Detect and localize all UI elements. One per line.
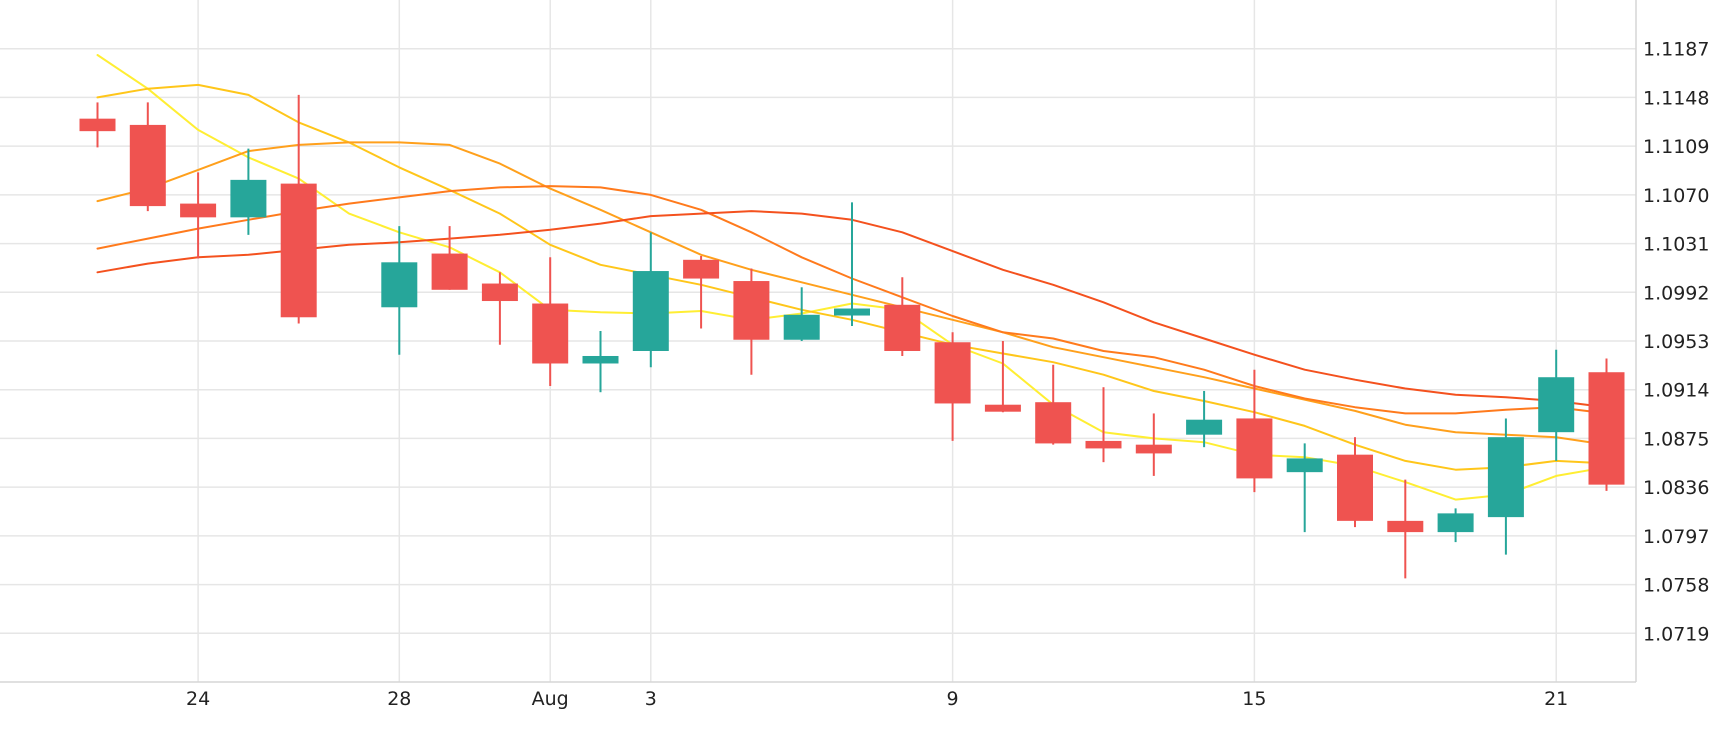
candle-body (79, 118, 116, 132)
y-tick-label: 1.1187 (1643, 39, 1709, 61)
y-tick-label: 1.0992 (1643, 282, 1709, 304)
candle-body (381, 262, 418, 308)
candle-body (1135, 444, 1172, 454)
candle-body (683, 259, 720, 279)
candle-up (1186, 390, 1223, 448)
candle-body (1588, 372, 1625, 485)
candle-body (1487, 437, 1524, 518)
candle-body (280, 183, 317, 318)
candle-up (1437, 508, 1474, 543)
candle-down (1236, 369, 1273, 493)
x-tick-label: 28 (387, 688, 411, 710)
candle-body (783, 314, 820, 340)
x-tick-label: 3 (645, 688, 657, 710)
candle-body (481, 283, 518, 302)
candle-down (1588, 358, 1625, 491)
candle-up (381, 226, 418, 355)
y-tick-label: 1.0758 (1643, 575, 1709, 597)
candle-body (1236, 418, 1273, 479)
x-tick-label: 15 (1242, 688, 1266, 710)
candle-down (1387, 479, 1424, 579)
candle-down (984, 341, 1021, 413)
y-tick-label: 1.0914 (1643, 380, 1709, 402)
candle-body (1186, 419, 1223, 435)
x-tick-label: 21 (1544, 688, 1568, 710)
candle-body (129, 124, 166, 207)
y-tick-label: 1.1070 (1643, 185, 1709, 207)
candle-up (582, 331, 619, 393)
candle-up (1286, 443, 1323, 533)
y-tick-label: 1.0836 (1643, 477, 1709, 499)
y-tick-label: 1.0797 (1643, 526, 1709, 548)
candle-down (683, 256, 720, 329)
candle-up (834, 202, 870, 327)
candle-body (884, 304, 921, 351)
candle-down (884, 277, 921, 356)
candle-up (783, 287, 820, 341)
y-tick-label: 1.1109 (1643, 136, 1709, 158)
y-tick-label: 1.1031 (1643, 234, 1709, 256)
candle-down (1035, 364, 1072, 445)
y-tick-label: 1.0719 (1643, 623, 1709, 645)
candle-down (532, 257, 569, 386)
x-tick-label: 9 (947, 688, 959, 710)
candle-down (280, 94, 317, 324)
candle-up (1487, 418, 1524, 555)
x-tick-label: Aug (532, 688, 569, 710)
x-tick-label: 24 (186, 688, 210, 710)
x-axis-tick-labels: 2428Aug3915212531 (186, 688, 1568, 710)
candle-body (582, 355, 619, 364)
candle-body (733, 281, 770, 340)
candle-down (431, 226, 468, 290)
candle-down (79, 102, 116, 148)
candle-down (934, 332, 971, 441)
candle-body (1538, 377, 1575, 433)
candle-down (733, 268, 770, 375)
candle-body (934, 342, 971, 404)
candle-body (532, 303, 569, 364)
candle-body (180, 203, 217, 218)
candle-up (230, 148, 267, 235)
candle-body (834, 308, 870, 316)
candles (79, 94, 1625, 579)
candle-down (129, 102, 166, 212)
candle-up (632, 232, 669, 368)
candle-down (1135, 413, 1172, 476)
y-axis-tick-labels: 1.0719 1.0758 1.0797 1.0836 1.0875 1.0914 1.09… (1643, 39, 1709, 646)
candle-body (1387, 520, 1424, 533)
candle-down (481, 272, 518, 345)
candle-body (230, 179, 267, 218)
candle-down (1337, 437, 1373, 528)
candle-body (632, 271, 669, 351)
candle-up (1538, 349, 1575, 461)
candle-down (1085, 387, 1122, 463)
candle-body (984, 404, 1021, 412)
y-tick-label: 1.0953 (1643, 331, 1709, 353)
candle-body (431, 253, 468, 290)
candle-body (1085, 440, 1122, 449)
candle-body (1035, 402, 1072, 444)
candle-body (1337, 454, 1373, 521)
y-tick-label: 1.0875 (1643, 428, 1709, 450)
candle-body (1437, 513, 1474, 533)
candle-down (180, 172, 217, 259)
candle-body (1286, 458, 1323, 473)
y-tick-label: 1.1148 (1643, 87, 1709, 109)
